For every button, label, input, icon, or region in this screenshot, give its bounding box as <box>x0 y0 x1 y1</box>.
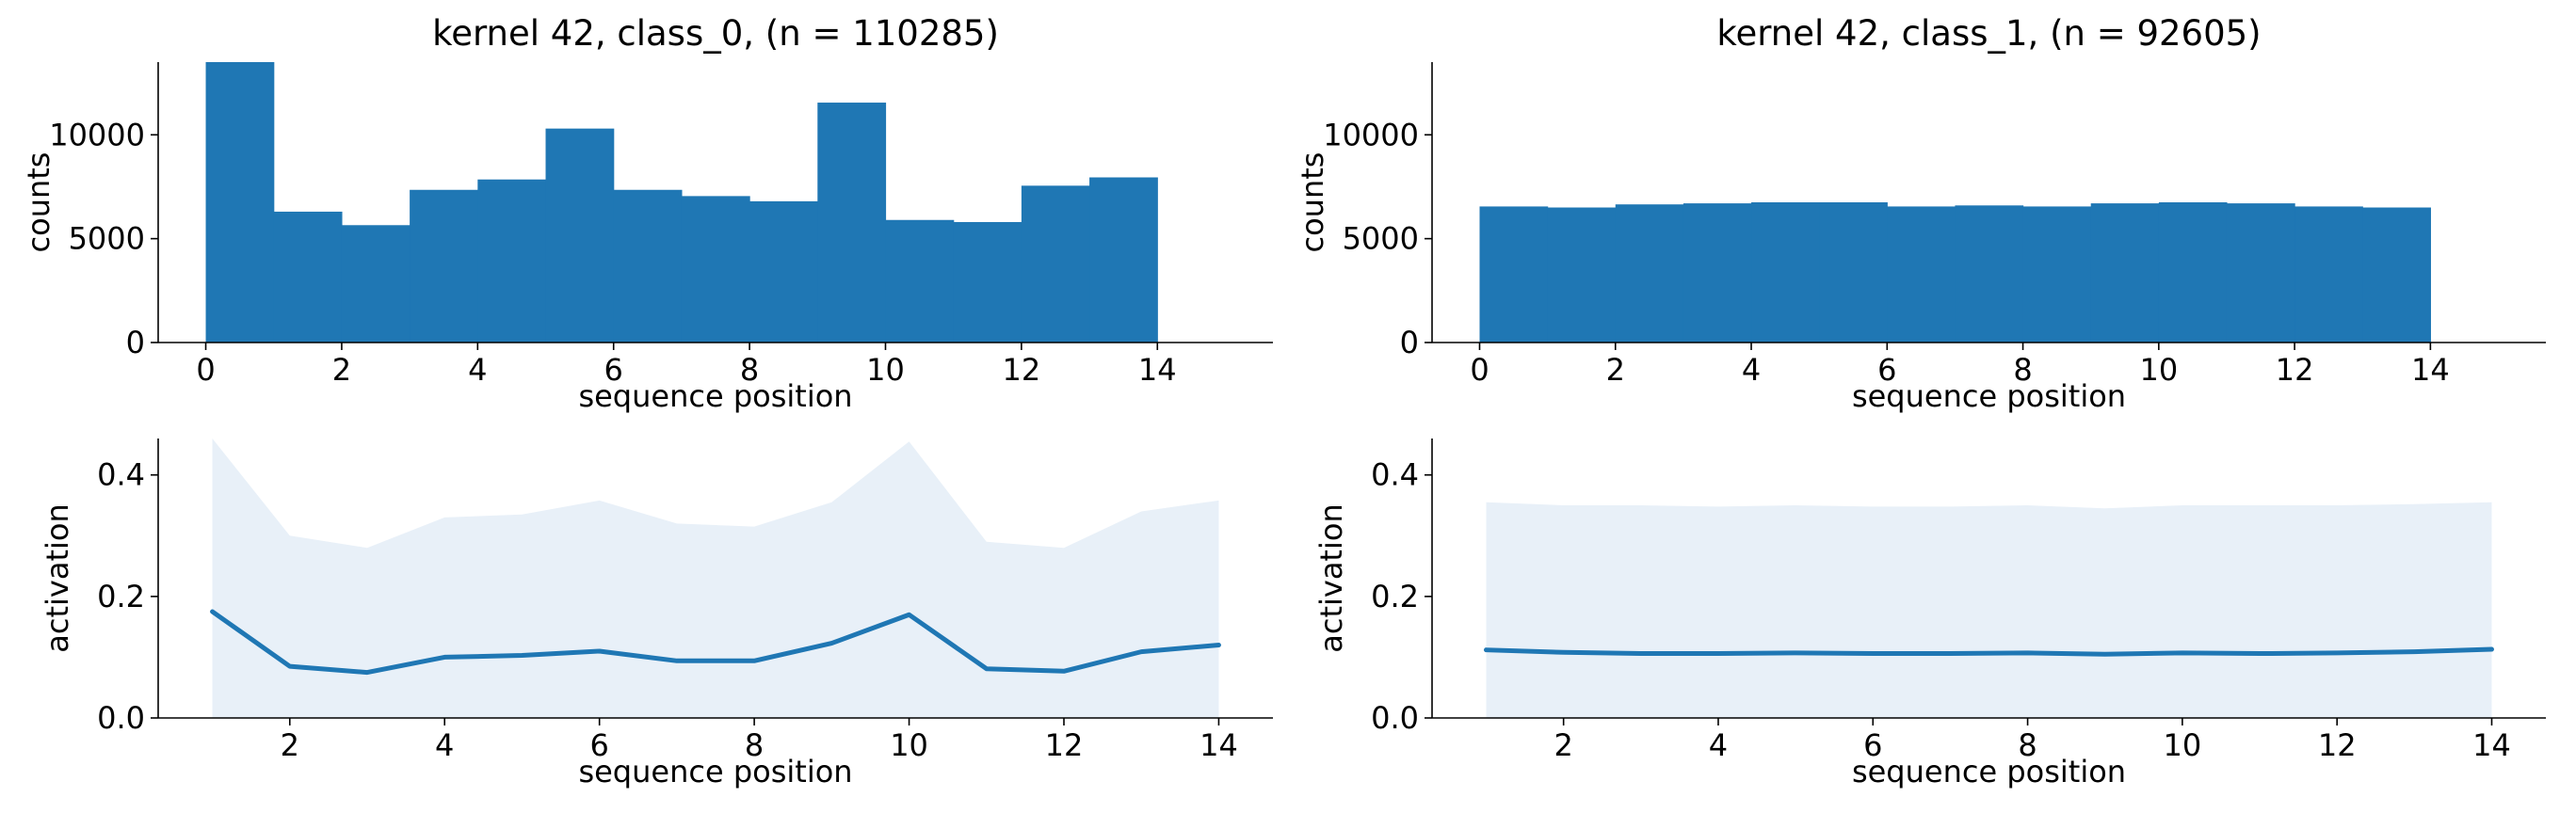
y-tick-label: 10000 <box>49 117 145 152</box>
x-tick-label: 10 <box>2164 727 2202 763</box>
histogram-bar <box>953 221 1022 343</box>
x-tick-label: 10 <box>2139 352 2178 388</box>
activation-line <box>210 609 1221 676</box>
y-tick-label: 0.2 <box>1371 579 1419 614</box>
histogram-bar <box>545 128 615 343</box>
histogram-bar <box>1751 202 1820 343</box>
chart-panel-3: 2 4 6 8 10 12 14 0.0 0.2 0.4 sequence position acti… <box>1313 438 2546 789</box>
y-tick-label: 0.0 <box>1371 700 1419 736</box>
x-tick-label: 0 <box>1470 352 1489 388</box>
activation-band <box>1486 502 2492 718</box>
x-tick-label: 12 <box>1003 352 1041 388</box>
y-axis-label: activation <box>1313 503 1349 652</box>
histogram-bar <box>273 211 343 343</box>
histogram-bar <box>749 200 818 343</box>
x-tick-label: 12 <box>2276 352 2314 388</box>
activation-line <box>1484 646 2494 657</box>
histogram-bar <box>613 189 683 343</box>
x-tick-label: 4 <box>435 727 454 763</box>
histogram-bar <box>2158 202 2228 343</box>
histogram-bar <box>2294 206 2363 343</box>
x-tick-label: 8 <box>2018 727 2037 763</box>
chart-title: kernel 42, class_0, (n = 110285) <box>432 13 999 54</box>
histogram-bar <box>2090 203 2160 343</box>
histogram-bar <box>1819 202 1888 343</box>
x-tick-label: 14 <box>1138 352 1177 388</box>
y-axis-label: activation <box>40 503 75 652</box>
chart-panel-1: 0 2 4 6 8 10 12 14 0 5000 10000 sequence position co… <box>1295 13 2546 414</box>
y-tick-label: 0 <box>126 325 145 360</box>
x-tick-label: 2 <box>1554 727 1572 763</box>
histogram-bar <box>205 62 275 343</box>
histogram-bar <box>1955 205 2024 343</box>
x-tick-label: 4 <box>1709 727 1728 763</box>
y-tick-label: 0.4 <box>1371 457 1419 493</box>
x-tick-label: 10 <box>890 727 928 763</box>
x-tick-label: 6 <box>604 352 623 388</box>
x-axis-label: sequence position <box>1852 754 2126 789</box>
x-tick-label: 2 <box>281 727 299 763</box>
histogram-bar <box>1021 185 1090 343</box>
x-tick-label: 14 <box>1199 727 1238 763</box>
histogram-bar <box>2226 203 2295 343</box>
y-axis-label: counts <box>1295 152 1330 253</box>
x-tick-label: 4 <box>468 352 487 388</box>
histogram-bar <box>1615 204 1684 343</box>
y-axis-label: counts <box>21 152 56 253</box>
x-axis-label: sequence position <box>578 754 852 789</box>
x-axis-label: sequence position <box>578 378 852 414</box>
y-tick-label: 0.4 <box>97 457 145 493</box>
x-tick-label: 12 <box>2318 727 2357 763</box>
histogram-bar <box>885 219 955 343</box>
x-tick-label: 8 <box>740 352 759 388</box>
histogram-bar <box>477 179 547 343</box>
x-tick-label: 8 <box>745 727 764 763</box>
histogram-bar <box>1089 177 1158 343</box>
x-tick-label: 8 <box>2013 352 2032 388</box>
chart-panel-2: 2 4 6 8 10 12 14 0.0 0.2 0.4 sequence position acti… <box>40 438 1273 789</box>
histogram-bar <box>410 189 478 343</box>
x-tick-label: 4 <box>1742 352 1761 388</box>
histogram-bar <box>681 196 750 343</box>
y-tick-label: 10000 <box>1323 117 1419 152</box>
y-tick-label: 5000 <box>1343 221 1419 257</box>
y-tick-label: 0.2 <box>97 579 145 614</box>
histogram-bar <box>2022 206 2092 343</box>
x-tick-label: 10 <box>866 352 905 388</box>
x-tick-label: 6 <box>1863 727 1882 763</box>
histogram-bar <box>2362 207 2431 343</box>
y-tick-label: 0.0 <box>97 700 145 736</box>
x-tick-label: 6 <box>1877 352 1896 388</box>
x-tick-label: 0 <box>196 352 215 388</box>
histogram-bar <box>341 225 411 343</box>
x-tick-label: 2 <box>332 352 351 388</box>
y-tick-label: 0 <box>1400 325 1419 360</box>
x-tick-label: 6 <box>589 727 608 763</box>
histogram-bar <box>1547 207 1617 343</box>
chart-title: kernel 42, class_1, (n = 92605) <box>1716 13 2261 54</box>
activation-band <box>212 438 1219 718</box>
x-axis-label: sequence position <box>1852 378 2126 414</box>
histogram-bar <box>817 103 887 343</box>
x-tick-label: 14 <box>2472 727 2511 763</box>
chart-panel-0: 0 2 4 6 8 10 12 14 0 5000 10000 sequence position co… <box>21 13 1273 414</box>
x-tick-label: 12 <box>1045 727 1084 763</box>
x-tick-label: 14 <box>2411 352 2450 388</box>
histogram-bar <box>1887 206 1956 343</box>
histogram-bar <box>1479 206 1549 343</box>
x-tick-label: 2 <box>1606 352 1625 388</box>
histogram-bar <box>1682 203 1752 343</box>
y-tick-label: 5000 <box>69 221 145 257</box>
